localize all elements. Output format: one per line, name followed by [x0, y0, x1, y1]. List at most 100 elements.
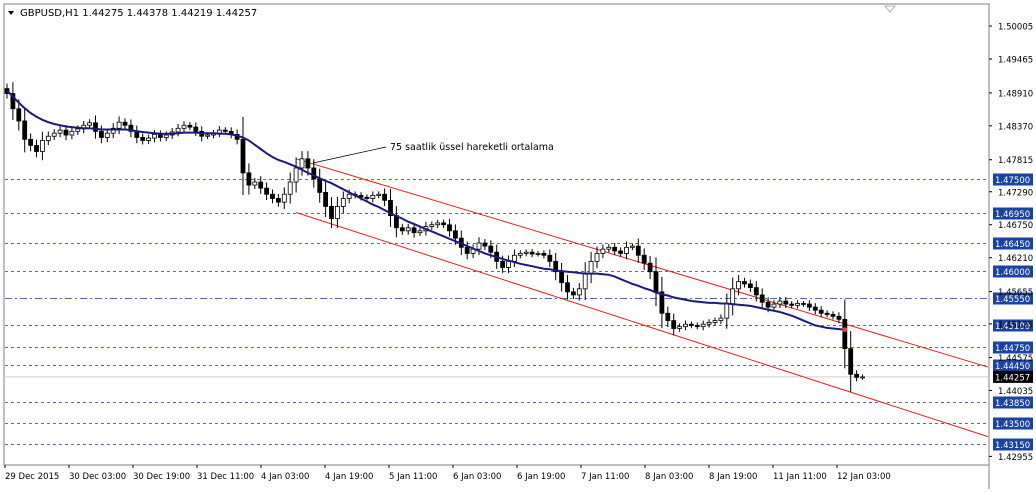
candle-body [801, 303, 806, 305]
time-tick-label: 30 Dec 19:00 [133, 472, 190, 482]
candle-body [40, 140, 45, 152]
candle-body [104, 132, 110, 138]
candle-body [818, 309, 824, 314]
candle-body [175, 127, 181, 133]
level-label-box [993, 207, 1033, 220]
symbol-menu-triangle-icon[interactable] [8, 11, 14, 15]
candle-body [417, 230, 423, 234]
candle-body [512, 254, 517, 262]
level-label-box [993, 417, 1033, 430]
candle-body [317, 178, 323, 193]
level-label-box [993, 341, 1033, 354]
candle-body [435, 222, 441, 226]
candle-body [559, 271, 564, 284]
candle-body [376, 193, 382, 196]
candle-body [281, 193, 287, 203]
level-label: 1.44750 [995, 344, 1030, 354]
candle-body [529, 251, 535, 255]
ema-line-group [6, 89, 848, 333]
candle-body [683, 323, 688, 328]
candle-body [571, 291, 576, 296]
candle-body [535, 253, 541, 255]
candle-body [807, 303, 812, 308]
current-price-label: 1.44257 [995, 373, 1030, 383]
candle-body [447, 224, 452, 232]
time-tick-label: 6 Jan 19:00 [517, 472, 565, 482]
candle-body [506, 260, 511, 268]
price-tick-label: 1.44035 [998, 387, 1033, 397]
candle-body [116, 121, 122, 129]
time-axis: 29 Dec 2015 30 Dec 03:00 30 Dec 19:00 31 De… [4, 465, 891, 482]
candle-body [270, 193, 275, 199]
candle-body [836, 315, 842, 320]
level-label: 1.44450 [995, 362, 1030, 372]
candle-body [824, 312, 830, 315]
time-tick-label: 6 Jan 03:00 [453, 472, 501, 482]
candle-body [517, 253, 523, 256]
candle-body [689, 323, 694, 326]
level-label: 1.45100 [995, 322, 1030, 332]
candle-body [452, 230, 458, 239]
candle-body [287, 181, 293, 195]
level-label-box [993, 359, 1033, 372]
candle-body [523, 251, 529, 254]
time-tick-label: 31 Dec 11:00 [197, 472, 254, 482]
candle-body [771, 303, 777, 308]
candle-body [22, 120, 28, 140]
candle-body [340, 198, 346, 207]
candle-body [677, 326, 682, 329]
candle-body [10, 93, 16, 110]
candle-body [730, 288, 736, 305]
candle-body [388, 199, 393, 216]
candle-body [99, 130, 104, 138]
level-label-box [993, 237, 1033, 250]
candle-body [464, 246, 470, 254]
candle-body [694, 325, 700, 328]
candle-body [34, 144, 39, 152]
candle-body [830, 314, 836, 317]
level-label-box [993, 396, 1033, 409]
level-label: 1.43850 [995, 399, 1030, 409]
candle-body [181, 124, 187, 129]
candle-body [128, 124, 134, 132]
price-tick-label: 1.42955 [998, 453, 1033, 463]
candle-body [618, 250, 623, 254]
candle-body [724, 303, 730, 319]
candle-body [346, 193, 352, 199]
price-tick-label: 1.49465 [998, 56, 1033, 66]
candle-body [411, 227, 417, 234]
chart-shift-marker-icon[interactable] [883, 5, 897, 13]
candle-body [405, 227, 411, 232]
candle-body [69, 130, 75, 136]
candle-body [624, 246, 629, 254]
time-tick-label: 11 Jan 11:00 [773, 472, 827, 482]
time-tick-label: 7 Jan 11:00 [581, 472, 629, 482]
level-label-box [993, 438, 1033, 451]
candle-body [842, 318, 848, 350]
candle-body [488, 245, 494, 253]
level-label-box [993, 292, 1033, 305]
time-tick-label: 5 Jan 11:00 [389, 472, 437, 482]
candle-body [299, 158, 305, 169]
candle-body [258, 181, 264, 189]
candle-body [187, 124, 193, 128]
candle-body [671, 320, 677, 329]
candle-body [588, 260, 594, 274]
candle-body [240, 138, 246, 174]
candle-body [364, 196, 370, 199]
candle-body [860, 376, 865, 379]
level-label-box [993, 319, 1033, 332]
horizontal-levels [5, 179, 988, 445]
level-label: 1.43150 [995, 441, 1030, 451]
candle-body [736, 281, 741, 290]
time-tick-label: 12 Jan 03:00 [837, 472, 891, 482]
candle-body [152, 133, 157, 139]
candle-body [582, 273, 588, 290]
candle-body [140, 137, 146, 141]
price-tick-label: 1.48910 [998, 89, 1033, 99]
candle-body [311, 167, 317, 180]
candle-body [293, 167, 299, 183]
level-label-box [993, 173, 1033, 186]
